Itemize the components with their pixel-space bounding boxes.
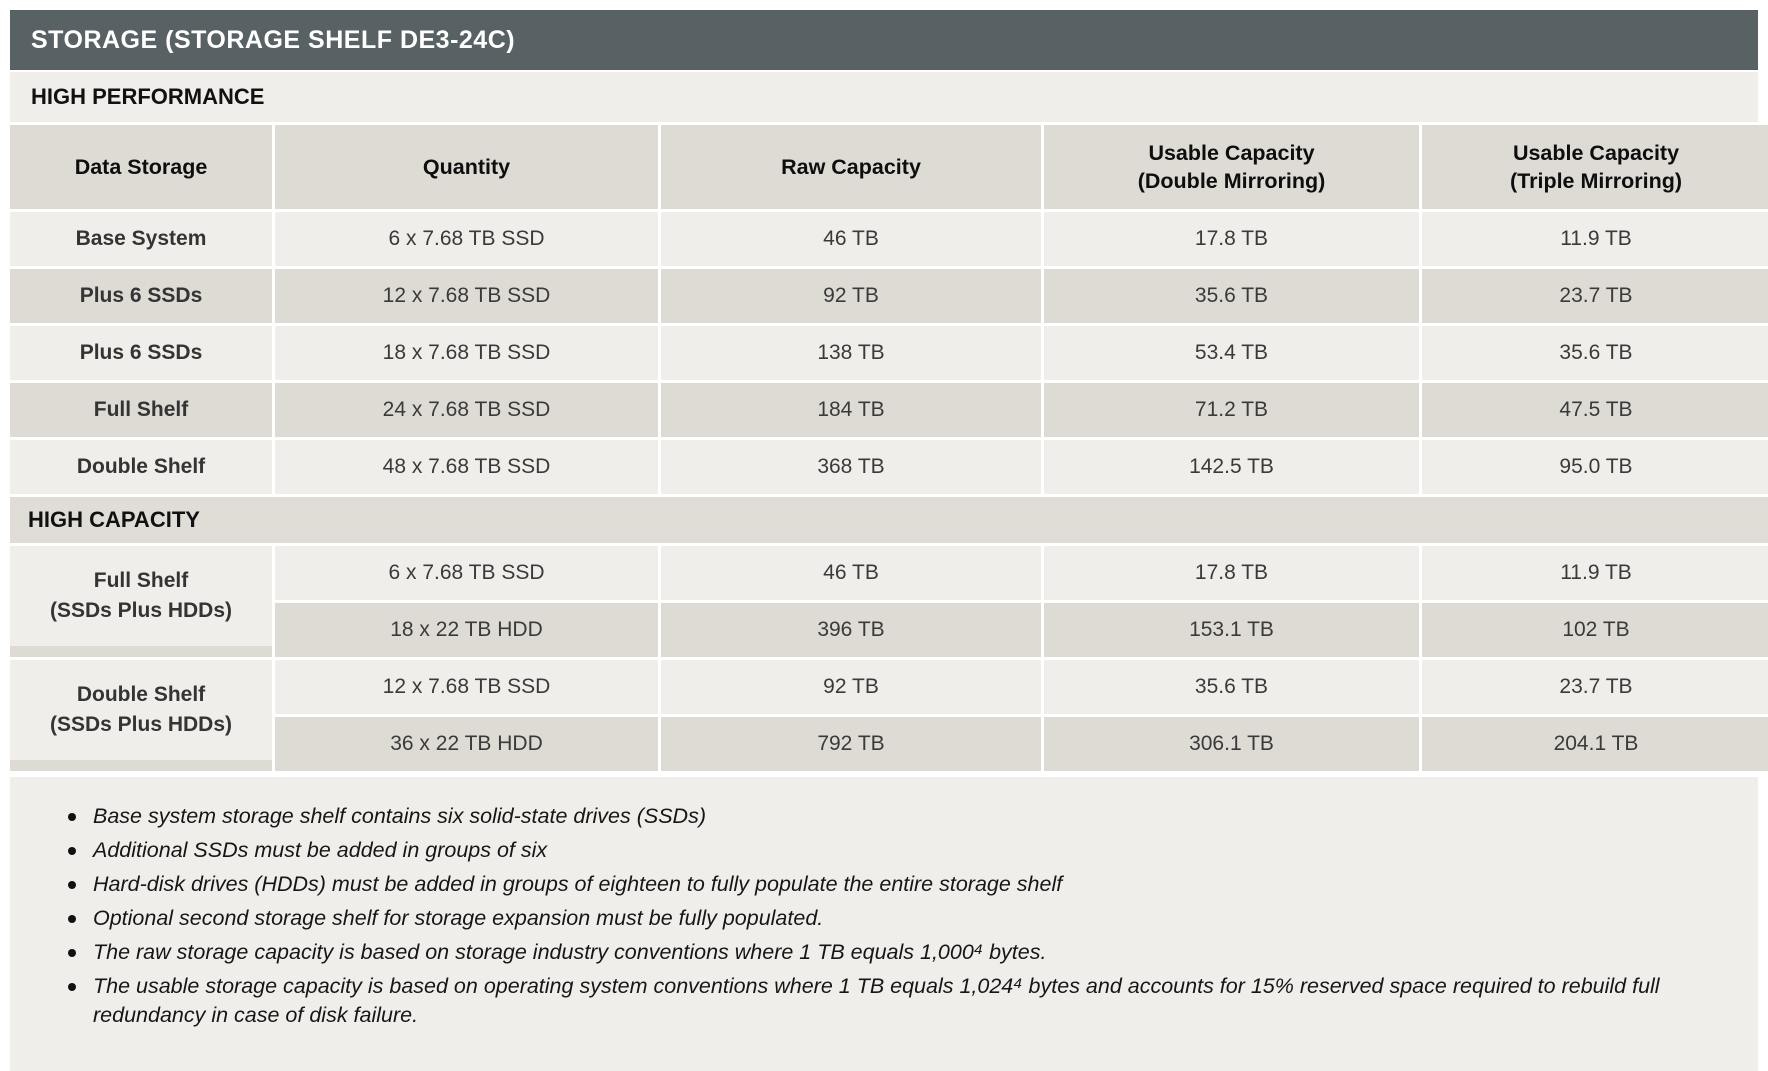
column-header-quantity: Quantity [275, 125, 658, 209]
quantity-cell: 48 x 7.68 TB SSD [275, 440, 658, 494]
raw-capacity-cell: 396 TB [661, 603, 1041, 657]
table-row-plus-6-ssds-2: Plus 6 SSDs 18 x 7.68 TB SSD 138 TB 53.4… [10, 326, 1768, 380]
storage-capacity-table: Data Storage Quantity Raw Capacity Usabl… [7, 122, 1768, 774]
group-label-double-shelf-ssds-hdds: Double Shelf (SSDs Plus HDDs) [10, 660, 272, 771]
quantity-cell: 24 x 7.68 TB SSD [275, 383, 658, 437]
note-item: Additional SSDs must be added in groups … [66, 836, 1728, 865]
row-label: Double Shelf [10, 440, 272, 494]
table-header-row: Data Storage Quantity Raw Capacity Usabl… [10, 125, 1768, 209]
quantity-cell: 18 x 22 TB HDD [275, 603, 658, 657]
usable-double-cell: 153.1 TB [1044, 603, 1419, 657]
note-item: Base system storage shelf contains six s… [66, 802, 1728, 831]
usable-double-cell: 71.2 TB [1044, 383, 1419, 437]
usable-double-cell: 17.8 TB [1044, 212, 1419, 266]
usable-double-cell: 17.8 TB [1044, 546, 1419, 600]
table-row-double-shelf: Double Shelf 48 x 7.68 TB SSD 368 TB 142… [10, 440, 1768, 494]
usable-triple-cell: 95.0 TB [1422, 440, 1768, 494]
table-row-plus-6-ssds-1: Plus 6 SSDs 12 x 7.68 TB SSD 92 TB 35.6 … [10, 269, 1768, 323]
footnotes-panel: Base system storage shelf contains six s… [10, 777, 1758, 1071]
usable-double-cell: 53.4 TB [1044, 326, 1419, 380]
row-label: Full Shelf [10, 383, 272, 437]
usable-triple-cell: 23.7 TB [1422, 660, 1768, 714]
column-header-usable-triple: Usable Capacity (Triple Mirroring) [1422, 125, 1768, 209]
note-item: The raw storage capacity is based on sto… [66, 938, 1728, 967]
usable-triple-cell: 102 TB [1422, 603, 1768, 657]
row-label: Plus 6 SSDs [10, 326, 272, 380]
section-header-high-performance: HIGH PERFORMANCE [10, 72, 1758, 122]
raw-capacity-cell: 138 TB [661, 326, 1041, 380]
raw-capacity-cell: 46 TB [661, 212, 1041, 266]
usable-triple-cell: 47.5 TB [1422, 383, 1768, 437]
section-header-high-capacity-row: HIGH CAPACITY [10, 497, 1768, 543]
group-label-full-shelf-ssds-hdds: Full Shelf (SSDs Plus HDDs) [10, 546, 272, 657]
table-row-hc-double-shelf-hdd: 36 x 22 TB HDD 792 TB 306.1 TB 204.1 TB [10, 717, 1768, 771]
quantity-cell: 18 x 7.68 TB SSD [275, 326, 658, 380]
table-row-hc-double-shelf-ssd: Double Shelf (SSDs Plus HDDs) 12 x 7.68 … [10, 660, 1768, 771]
usable-triple-cell: 11.9 TB [1422, 546, 1768, 600]
usable-double-cell: 35.6 TB [1044, 660, 1419, 714]
quantity-cell: 12 x 7.68 TB SSD [275, 660, 658, 714]
usable-triple-cell: 204.1 TB [1422, 717, 1768, 771]
quantity-cell: 6 x 7.68 TB SSD [275, 546, 658, 600]
row-label: Base System [10, 212, 272, 266]
usable-triple-cell: 23.7 TB [1422, 269, 1768, 323]
table-row-full-shelf: Full Shelf 24 x 7.68 TB SSD 184 TB 71.2 … [10, 383, 1768, 437]
usable-triple-cell: 11.9 TB [1422, 212, 1768, 266]
table-row-hc-full-shelf-hdd: 18 x 22 TB HDD 396 TB 153.1 TB 102 TB [10, 603, 1768, 657]
column-header-usable-double: Usable Capacity (Double Mirroring) [1044, 125, 1419, 209]
footnotes-list: Base system storage shelf contains six s… [66, 802, 1728, 1030]
table-row-base-system: Base System 6 x 7.68 TB SSD 46 TB 17.8 T… [10, 212, 1768, 266]
raw-capacity-cell: 92 TB [661, 269, 1041, 323]
usable-double-cell: 142.5 TB [1044, 440, 1419, 494]
usable-double-cell: 306.1 TB [1044, 717, 1419, 771]
raw-capacity-cell: 46 TB [661, 546, 1041, 600]
column-header-raw-capacity: Raw Capacity [661, 125, 1041, 209]
usable-triple-cell: 35.6 TB [1422, 326, 1768, 380]
section-header-high-capacity: HIGH CAPACITY [10, 497, 1768, 543]
raw-capacity-cell: 92 TB [661, 660, 1041, 714]
note-item: The usable storage capacity is based on … [66, 972, 1728, 1030]
note-item: Hard-disk drives (HDDs) must be added in… [66, 870, 1728, 899]
column-header-data-storage: Data Storage [10, 125, 272, 209]
usable-double-cell: 35.6 TB [1044, 269, 1419, 323]
raw-capacity-cell: 184 TB [661, 383, 1041, 437]
raw-capacity-cell: 368 TB [661, 440, 1041, 494]
raw-capacity-cell: 792 TB [661, 717, 1041, 771]
quantity-cell: 12 x 7.68 TB SSD [275, 269, 658, 323]
page-title: STORAGE (STORAGE SHELF DE3-24C) [10, 10, 1758, 70]
row-label: Plus 6 SSDs [10, 269, 272, 323]
quantity-cell: 6 x 7.68 TB SSD [275, 212, 658, 266]
quantity-cell: 36 x 22 TB HDD [275, 717, 658, 771]
table-row-hc-full-shelf-ssd: Full Shelf (SSDs Plus HDDs) 6 x 7.68 TB … [10, 546, 1768, 657]
note-item: Optional second storage shelf for storag… [66, 904, 1728, 933]
